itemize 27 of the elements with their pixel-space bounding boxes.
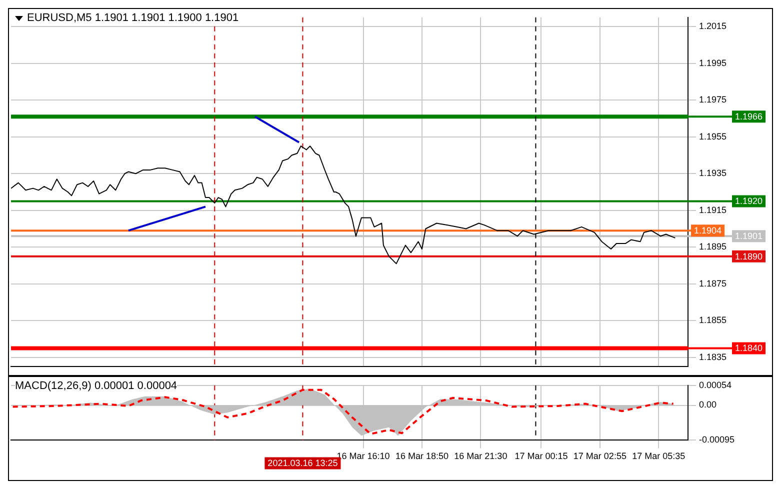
ref-line-label: 1.1904 (694, 226, 722, 236)
ref-line-label: 1.1920 (735, 196, 763, 206)
y-tick-label: 1.2015 (699, 21, 727, 32)
y-tick-label: 1.1955 (699, 131, 727, 142)
chart-title: MACD(12,26,9) 0.00001 0.00004 (15, 380, 178, 392)
y-tick-label: 1.1875 (699, 278, 727, 288)
chart-title: EURUSD,M5 1.1901 1.1901 1.1900 1.1901 (27, 12, 239, 24)
x-tick-label: 17 Mar 00:15 (514, 451, 568, 462)
y-tick-label: -0.00095 (699, 434, 735, 445)
x-tick-label: 16 Mar 18:50 (395, 451, 448, 462)
ref-line-label: 2021.03.16 13:25 (268, 458, 338, 468)
y-tick-label: 1.1975 (699, 94, 727, 105)
y-tick-label: 1.1855 (699, 315, 727, 326)
y-tick-label: 1.1835 (699, 352, 727, 362)
y-tick-label: 0.00 (699, 400, 717, 410)
x-tick-label: 17 Mar 05:35 (632, 451, 686, 462)
y-tick-label: 1.1935 (699, 168, 727, 178)
ref-line-label: 1.1890 (735, 251, 763, 262)
ref-line-label: 1.1901 (735, 231, 763, 242)
ref-line-label: 1.1966 (735, 112, 763, 122)
y-tick-label: 1.1915 (699, 204, 727, 215)
y-tick-label: 1.1995 (699, 58, 727, 68)
x-tick-label: 17 Mar 02:55 (573, 451, 626, 462)
ref-line-label: 1.1840 (735, 343, 763, 354)
y-tick-label: 0.00054 (699, 380, 732, 390)
x-tick-label: 16 Mar 21:30 (454, 451, 508, 462)
y-tick-label: 1.1895 (699, 242, 727, 252)
